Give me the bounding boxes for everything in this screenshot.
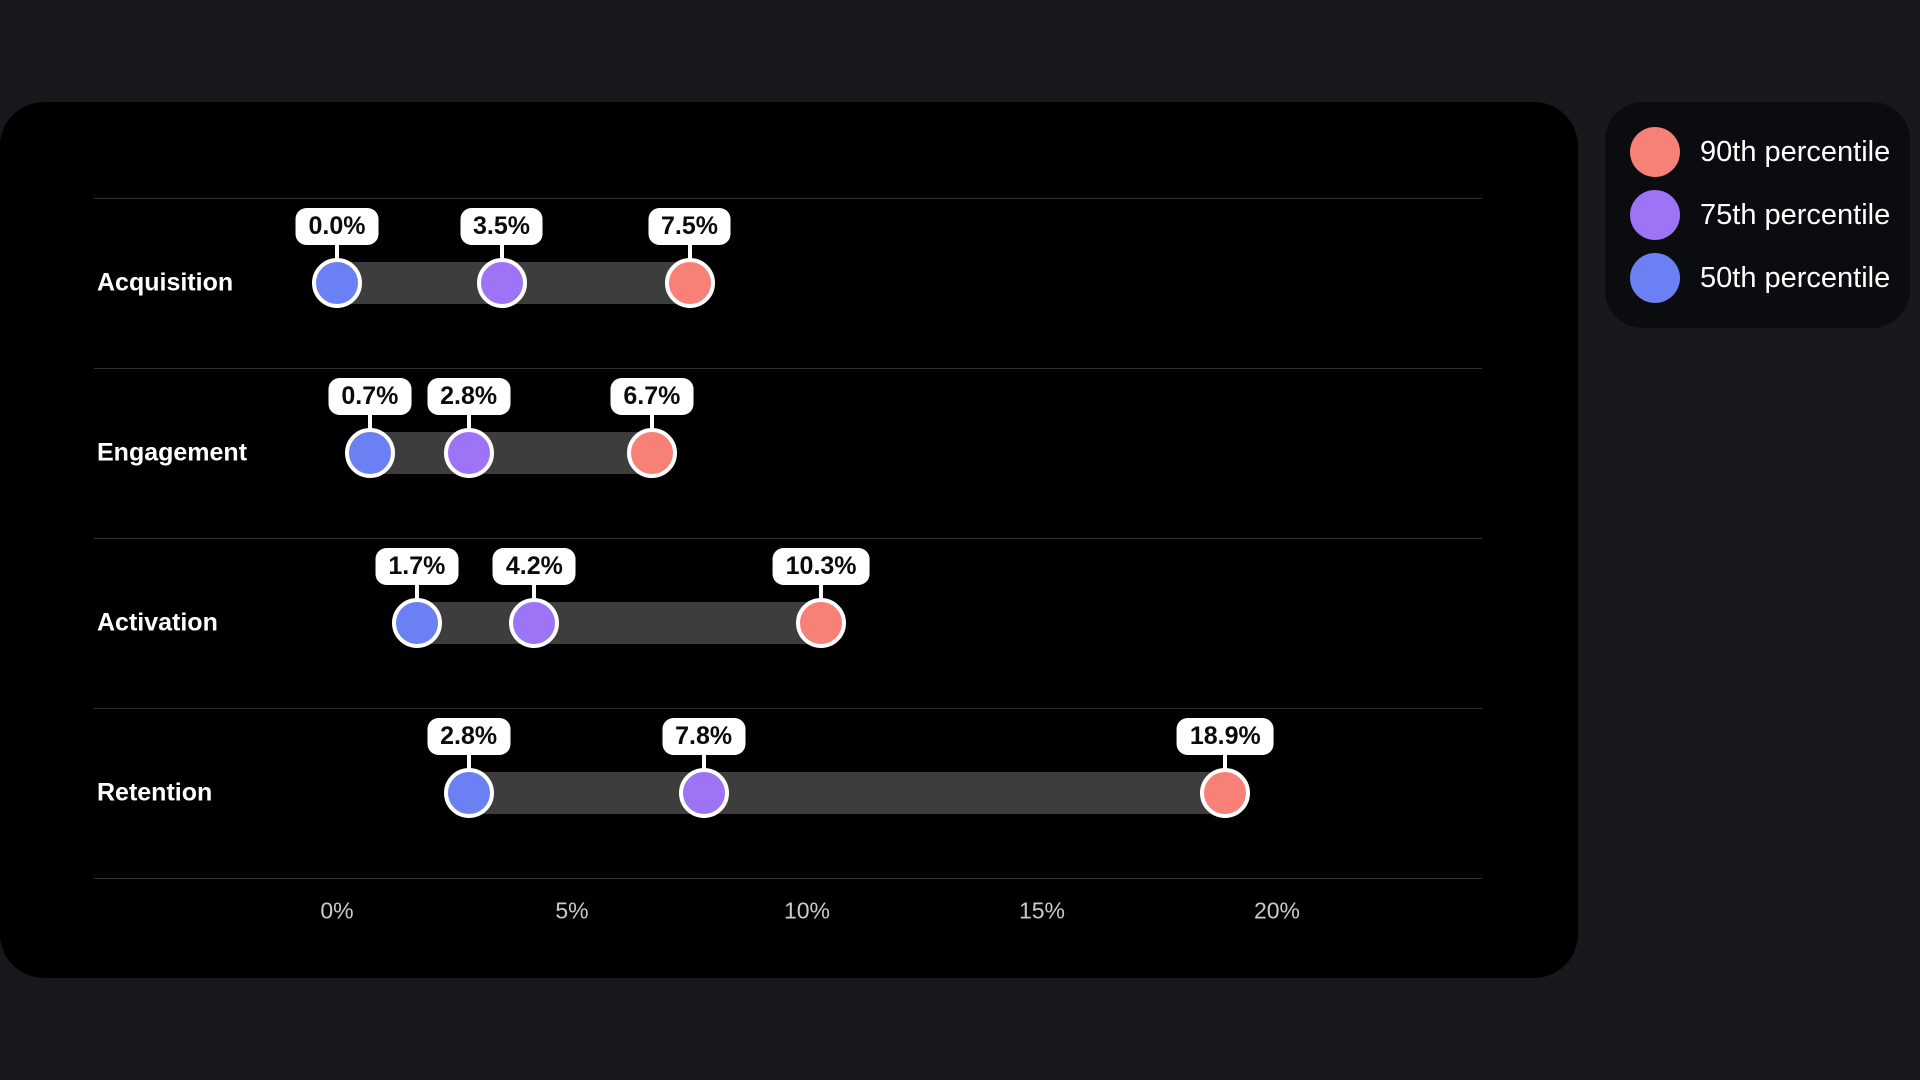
legend-50th-label: 50th percentile: [1700, 261, 1891, 294]
dot-90th-percentile[interactable]: [626, 428, 677, 478]
axis-tick-label: 10%: [783, 897, 831, 924]
category-label-activation: Activation: [97, 608, 218, 637]
dot-50th-percentile[interactable]: [312, 258, 362, 308]
axis-tick-label: 5%: [555, 897, 589, 924]
label-stem: [687, 244, 692, 259]
value-label-pill: 10.3%: [772, 548, 870, 585]
row-gridline: [94, 368, 1482, 369]
label-stem: [414, 584, 419, 599]
label-stem: [1223, 754, 1228, 769]
label-stem: [466, 414, 471, 429]
dot-50th-percentile[interactable]: [391, 598, 442, 648]
percentile-range-bar: [369, 432, 652, 474]
label-stem: [649, 414, 654, 429]
row-gridline: [94, 198, 1482, 199]
dot-75th-percentile[interactable]: [443, 428, 494, 478]
label-stem: [466, 754, 471, 769]
row-gridline: [94, 538, 1482, 539]
value-label-pill: 2.8%: [427, 718, 511, 755]
value-label-pill: 18.9%: [1176, 718, 1274, 755]
legend-90th-label: 90th percentile: [1700, 135, 1891, 168]
legend-75th-label: 75th percentile: [1700, 198, 1891, 231]
dot-75th-percentile[interactable]: [476, 258, 527, 308]
value-label-pill: 7.8%: [662, 718, 746, 755]
value-label-pill: 4.2%: [492, 548, 576, 585]
value-label-pill: 0.0%: [295, 208, 379, 245]
value-label-pill: 2.8%: [427, 378, 511, 415]
value-label-pill: 6.7%: [610, 378, 694, 415]
axis-tick-label: 0%: [320, 897, 354, 924]
percentile-range-bar: [468, 772, 1226, 814]
legend-50th-dot-icon: [1630, 253, 1680, 303]
legend-item-50th[interactable]: 50th percentile: [1630, 253, 1910, 303]
dot-90th-percentile[interactable]: [796, 598, 847, 648]
value-label-pill: 0.7%: [328, 378, 412, 415]
label-stem: [499, 244, 504, 259]
legend-90th-dot-icon: [1630, 127, 1680, 177]
value-label-pill: 1.7%: [375, 548, 459, 585]
legend-item-90th[interactable]: 90th percentile: [1630, 127, 1910, 177]
dot-50th-percentile[interactable]: [443, 768, 494, 818]
dot-75th-percentile[interactable]: [509, 598, 560, 648]
label-stem: [701, 754, 706, 769]
label-stem: [335, 244, 339, 259]
percentile-range-bar: [416, 602, 822, 644]
axis-tick-label: 15%: [1018, 897, 1066, 924]
dot-75th-percentile[interactable]: [678, 768, 729, 818]
x-axis-line: [94, 878, 1482, 879]
label-stem: [532, 584, 537, 599]
dot-90th-percentile[interactable]: [664, 258, 715, 308]
legend-75th-dot-icon: [1630, 190, 1680, 240]
value-label-pill: 3.5%: [460, 208, 543, 245]
category-label-engagement: Engagement: [97, 438, 248, 467]
category-label-acquisition: Acquisition: [97, 268, 234, 297]
axis-tick-label: 20%: [1253, 897, 1301, 924]
category-label-retention: Retention: [97, 778, 213, 807]
value-label-pill: 7.5%: [648, 208, 731, 245]
chart-legend: 90th percentile 75th percentile 50th per…: [1605, 102, 1910, 328]
dot-50th-percentile[interactable]: [344, 428, 395, 478]
row-gridline: [94, 708, 1482, 709]
legend-item-75th[interactable]: 75th percentile: [1630, 190, 1910, 240]
benchmark-chart-card: Acquisition 0.0% 3.5% 7.5% Engagement 0.7% 2.8…: [0, 102, 1578, 978]
label-stem: [367, 414, 372, 429]
label-stem: [819, 584, 824, 599]
dot-90th-percentile[interactable]: [1200, 768, 1251, 818]
